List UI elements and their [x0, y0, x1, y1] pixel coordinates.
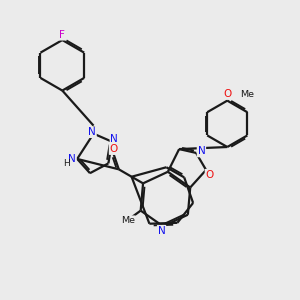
Text: O: O: [224, 89, 232, 99]
Text: N: N: [198, 146, 205, 156]
Text: Me: Me: [121, 216, 135, 225]
Text: N: N: [88, 127, 96, 137]
Text: N: N: [110, 134, 118, 144]
Text: N: N: [68, 154, 76, 164]
Text: H: H: [63, 160, 70, 169]
Text: Me: Me: [240, 90, 254, 99]
Text: O: O: [110, 144, 118, 154]
Text: O: O: [206, 170, 214, 180]
Text: N: N: [158, 226, 166, 236]
Text: F: F: [59, 30, 65, 40]
